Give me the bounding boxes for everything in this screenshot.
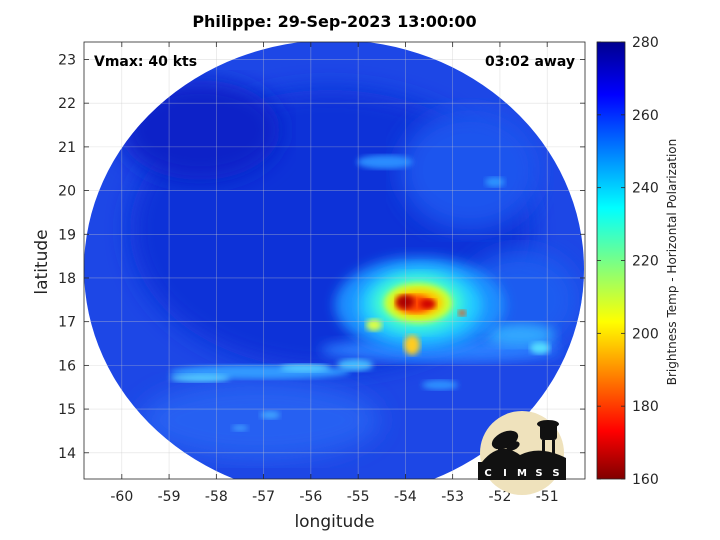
colorbar-tick-label: 280: [632, 35, 659, 51]
logo-letter: M: [517, 468, 527, 479]
time-offset-label: 03:02 away: [485, 54, 575, 70]
x-tick-label: -59: [158, 489, 181, 505]
colorbar-tick-label: 160: [632, 472, 659, 488]
logo-letter: I: [503, 468, 507, 479]
x-tick-label: -52: [488, 489, 511, 505]
map-title: Philippe: 29-Sep-2023 13:00:00: [192, 12, 477, 31]
vmax-label: Vmax: 40 kts: [94, 54, 198, 70]
y-tick-label: 20: [58, 184, 76, 200]
y-tick-label: 17: [58, 315, 76, 331]
x-tick-label: -60: [110, 489, 133, 505]
colorbar-gradient: [596, 41, 626, 480]
logo-letter: C: [484, 468, 491, 479]
colorbar-tick-label: 260: [632, 108, 659, 124]
x-axis-label: longitude: [294, 512, 375, 532]
map-grid: [84, 42, 585, 479]
x-tick-label: -58: [205, 489, 228, 505]
colorbar-tick-label: 200: [632, 326, 659, 342]
brightness-temp-swath: [84, 42, 584, 479]
x-tick-label: -54: [394, 489, 417, 505]
longitude-ticks: -60 -59 -58 -57 -56 -55 -54 -53 -52 -51: [110, 42, 559, 505]
plot-frame: [83, 41, 586, 480]
y-tick-label: 22: [58, 96, 76, 112]
x-tick-label: -57: [252, 489, 275, 505]
y-tick-label: 19: [58, 227, 76, 243]
colorbar-tick-label: 220: [632, 254, 659, 270]
y-axis-label: latitude: [32, 229, 52, 295]
y-tick-label: 21: [58, 140, 76, 156]
colorbar-tick-label: 240: [632, 181, 659, 197]
logo-letter: S: [552, 468, 559, 479]
y-tick-label: 23: [58, 52, 76, 68]
x-tick-label: -55: [347, 489, 370, 505]
colorbar-tick-label: 180: [632, 399, 659, 415]
colorbar-label: Brightness Temp - Horizontal Polarizatio…: [665, 138, 679, 386]
y-tick-label: 15: [58, 402, 76, 418]
y-tick-label: 16: [58, 358, 76, 374]
x-tick-label: -51: [536, 489, 559, 505]
logo-letter: S: [535, 468, 542, 479]
x-tick-label: -56: [299, 489, 322, 505]
y-tick-label: 18: [58, 271, 76, 287]
latitude-ticks: 14 15 16 17 18 19 20 21 22 23: [58, 52, 585, 462]
colorbar-ticks: 160 180 200 220 240 260 280: [597, 35, 659, 488]
y-tick-label: 14: [58, 446, 76, 462]
colorbar: 160 180 200 220 240 260 280: [596, 35, 659, 488]
x-tick-label: -53: [441, 489, 464, 505]
